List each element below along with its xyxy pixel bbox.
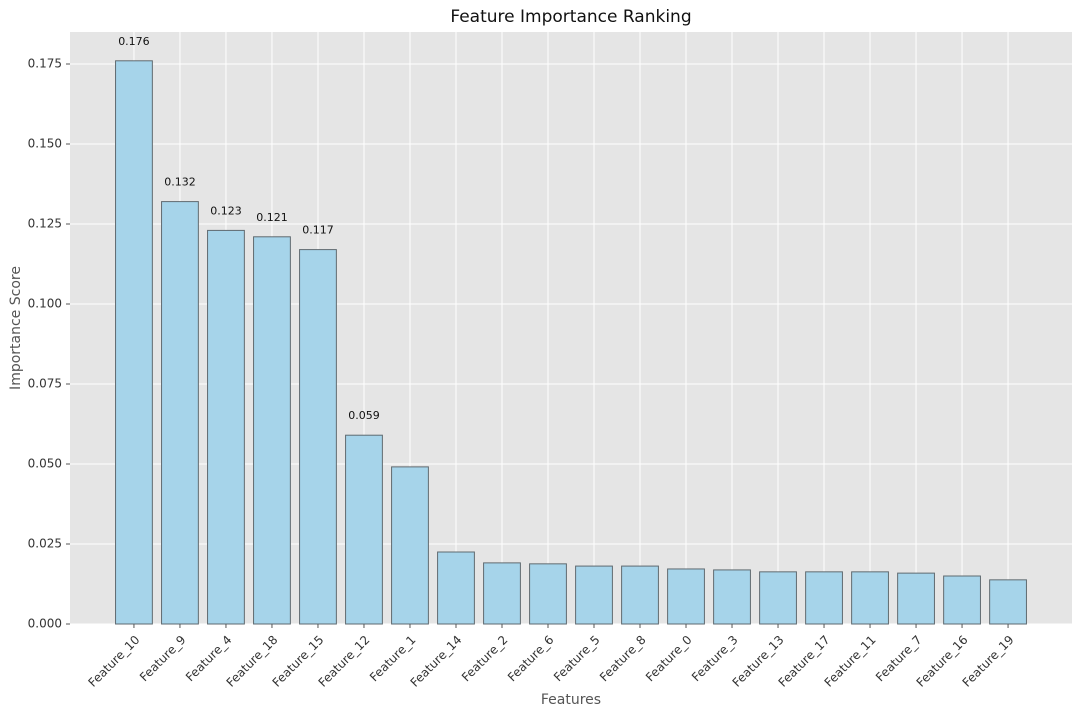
x-tick-label: Feature_10 (86, 633, 143, 690)
y-tick-label: 0.175 (28, 57, 62, 71)
bar (759, 571, 797, 625)
chart-title: Feature Importance Ranking (450, 7, 691, 27)
bar (207, 229, 245, 625)
x-tick-label: Feature_6 (505, 633, 557, 685)
value-label: 0.059 (348, 409, 380, 422)
value-label: 0.176 (118, 35, 150, 48)
bar (345, 434, 383, 625)
y-axis-label: Importance Score (8, 266, 24, 390)
y-tick-label: 0.025 (28, 537, 62, 551)
x-tick-label: Feature_9 (137, 633, 189, 685)
value-label: 0.121 (256, 211, 288, 224)
value-label: 0.123 (210, 204, 242, 217)
bar (391, 466, 429, 625)
bar (713, 569, 751, 625)
y-tick-label: 0.050 (28, 457, 62, 471)
bar (161, 201, 199, 625)
bar (897, 572, 935, 625)
y-tick-label: 0.150 (28, 137, 62, 151)
x-tick-label: Feature_8 (597, 633, 649, 685)
bar (621, 565, 659, 625)
value-label: 0.132 (164, 176, 196, 189)
bar (943, 575, 981, 625)
x-axis-label: Features (541, 692, 601, 708)
marks (115, 60, 1027, 625)
value-label: 0.117 (302, 224, 334, 237)
x-tick-label: Feature_5 (551, 633, 603, 685)
bar (253, 236, 291, 625)
bar (115, 60, 153, 625)
bar (667, 568, 705, 625)
bar (989, 579, 1027, 625)
bar (299, 249, 337, 625)
bar (437, 551, 475, 625)
x-tick-label: Feature_2 (459, 633, 511, 685)
x-tick-label: Feature_0 (643, 633, 695, 685)
y-tick-label: 0.100 (28, 297, 62, 311)
bar (529, 563, 567, 625)
bar (805, 571, 843, 625)
y-tick-label: 0.125 (28, 217, 62, 231)
y-tick-label: 0.075 (28, 377, 62, 391)
bar (851, 571, 889, 625)
bar (575, 565, 613, 625)
y-tick-label: 0.000 (28, 617, 62, 631)
bar (483, 562, 521, 625)
